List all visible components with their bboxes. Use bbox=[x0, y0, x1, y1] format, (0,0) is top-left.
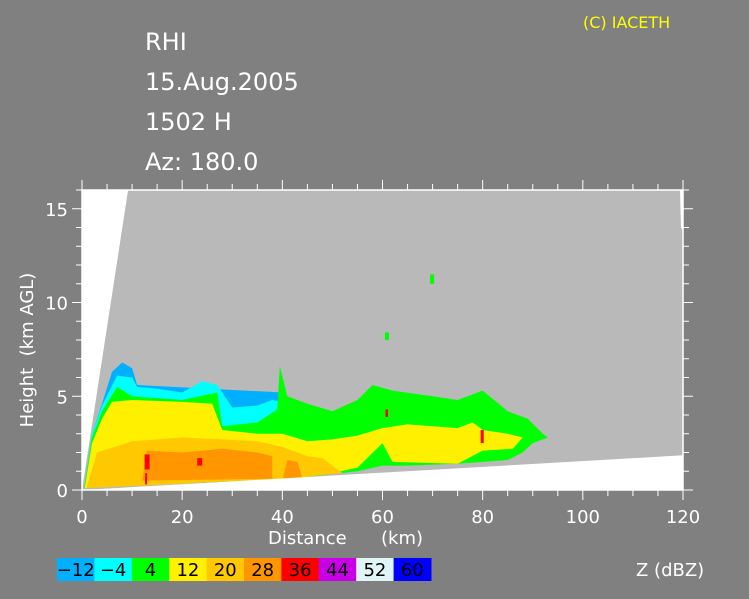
colorbar-level-label: 60 bbox=[401, 560, 424, 581]
echo-region bbox=[385, 332, 389, 340]
echo-region bbox=[480, 430, 484, 444]
colorbar-level-label: 44 bbox=[326, 560, 349, 581]
echo-region bbox=[430, 274, 435, 284]
y-tick-label: 15 bbox=[45, 200, 68, 221]
x-tick-label: 80 bbox=[471, 507, 494, 528]
plot-area bbox=[82, 190, 683, 490]
x-tick-label: 40 bbox=[271, 507, 294, 528]
x-axis-label: Distance (km) bbox=[268, 528, 423, 549]
colorbar-swatch bbox=[94, 558, 133, 581]
date-label: 15.Aug.2005 bbox=[145, 68, 299, 96]
echo-region bbox=[282, 460, 303, 481]
x-tick-label: 60 bbox=[371, 507, 394, 528]
copyright-label: (C) IACETH bbox=[583, 13, 671, 32]
echo-region bbox=[145, 473, 148, 485]
echo-region bbox=[197, 458, 203, 466]
y-tick-label: 10 bbox=[45, 294, 68, 315]
echo-region bbox=[142, 448, 273, 481]
product-label: RHI bbox=[145, 28, 187, 56]
blocked-region bbox=[82, 455, 683, 490]
y-tick-label: 5 bbox=[57, 387, 68, 408]
azimuth-label: Az: 180.0 bbox=[145, 148, 259, 176]
echo-region bbox=[144, 454, 150, 470]
colorbar-label: Z (dBZ) bbox=[636, 560, 704, 581]
colorbar-level-label: 28 bbox=[251, 560, 274, 581]
colorbar-level-label: 4 bbox=[145, 560, 156, 581]
colorbar-swatch bbox=[318, 558, 357, 581]
colorbar-swatch bbox=[131, 558, 170, 581]
colorbar-level-label: 20 bbox=[214, 560, 237, 581]
x-tick-label: 120 bbox=[666, 507, 700, 528]
colorbar-level-label: 52 bbox=[363, 560, 386, 581]
y-tick-label: 0 bbox=[57, 481, 68, 502]
blocked-region bbox=[82, 190, 129, 490]
echo-region bbox=[385, 409, 388, 417]
colorbar-swatch bbox=[393, 558, 432, 581]
colorbar-level-label: 36 bbox=[289, 560, 312, 581]
colorbar: −12 −4 4 12 20 28 36 44 52 60 bbox=[57, 558, 432, 581]
colorbar-swatch bbox=[169, 558, 208, 581]
axes: 0 20 40 60 80 100 120 0 5 10 15 bbox=[45, 180, 700, 528]
colorbar-swatch bbox=[281, 558, 320, 581]
colorbar-swatch bbox=[206, 558, 245, 581]
colorbar-level-label: 12 bbox=[176, 560, 199, 581]
colorbar-swatch bbox=[356, 558, 395, 581]
colorbar-level-label: −4 bbox=[100, 560, 127, 581]
y-axis-label: Height (km AGL) bbox=[17, 273, 38, 428]
colorbar-level-label: −12 bbox=[57, 560, 95, 581]
x-tick-label: 20 bbox=[171, 507, 194, 528]
colorbar-swatch bbox=[57, 558, 95, 581]
time-label: 1502 H bbox=[145, 108, 232, 136]
colorbar-swatch bbox=[244, 558, 282, 581]
x-tick-label: 100 bbox=[566, 507, 600, 528]
x-tick-label: 0 bbox=[76, 507, 87, 528]
